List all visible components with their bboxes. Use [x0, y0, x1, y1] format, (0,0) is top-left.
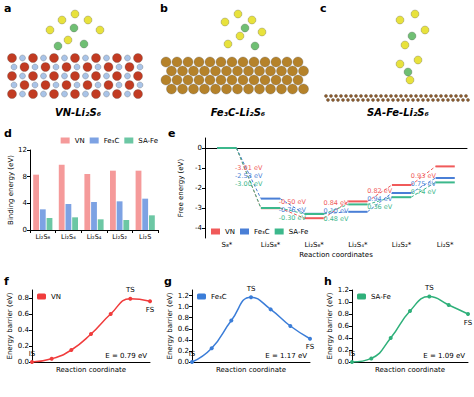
svg-text:SA-Fe: SA-Fe [289, 228, 309, 236]
svg-text:Fe₃C: Fe₃C [104, 137, 120, 145]
svg-text:Li₂S₆*: Li₂S₆* [304, 241, 324, 249]
svg-text:Fe₃C: Fe₃C [254, 228, 270, 236]
svg-text:0.6: 0.6 [178, 325, 190, 333]
svg-text:0.10 eV: 0.10 eV [324, 207, 350, 215]
svg-text:Li₂S₈: Li₂S₈ [35, 233, 50, 241]
svg-text:1.2: 1.2 [338, 286, 349, 294]
svg-text:FS: FS [464, 319, 473, 327]
svg-text:0.8: 0.8 [178, 314, 189, 322]
svg-text:0.2: 0.2 [18, 342, 29, 350]
svg-text:Li₂S₄: Li₂S₄ [87, 233, 102, 241]
svg-text:IS: IS [349, 350, 356, 358]
svg-text:0.82 eV: 0.82 eV [367, 187, 393, 195]
svg-text:VN: VN [225, 228, 235, 236]
svg-text:0.74 eV: 0.74 eV [411, 188, 437, 196]
svg-text:Energy barrier (eV): Energy barrier (eV) [6, 292, 14, 359]
svg-text:-0.76 eV: -0.76 eV [279, 206, 307, 214]
svg-text:0.84 eV: 0.84 eV [324, 199, 350, 207]
svg-text:0: 0 [23, 226, 27, 234]
svg-text:TS: TS [246, 285, 256, 293]
svg-text:Li₂S₄*: Li₂S₄* [348, 241, 368, 249]
svg-text:Free energy (eV): Free energy (eV) [177, 159, 185, 218]
svg-text:E = 1.09 eV: E = 1.09 eV [423, 352, 465, 360]
svg-text:12: 12 [18, 146, 27, 154]
svg-text:Binding energy (eV): Binding energy (eV) [7, 155, 15, 225]
svg-text:FS: FS [146, 306, 155, 314]
svg-text:h: h [324, 275, 332, 288]
svg-text:0.75 eV: 0.75 eV [411, 180, 437, 188]
svg-text:Li₂S₈*: Li₂S₈* [261, 241, 281, 249]
svg-text:FS: FS [306, 343, 315, 351]
svg-text:S₈*: S₈* [221, 241, 232, 249]
svg-text:IS: IS [29, 350, 36, 358]
svg-text:-0.30 eV: -0.30 eV [279, 214, 307, 222]
svg-text:Reaction coordinate: Reaction coordinate [375, 366, 445, 374]
svg-text:c: c [320, 2, 327, 15]
svg-text:0.4: 0.4 [18, 326, 30, 334]
svg-text:-3.00 eV: -3.00 eV [235, 180, 263, 188]
svg-text:1.2: 1.2 [178, 292, 189, 300]
svg-text:SA-Fe-Li₂S₆: SA-Fe-Li₂S₆ [367, 107, 429, 118]
svg-text:Fe₃C-Li₂S₆: Fe₃C-Li₂S₆ [211, 107, 266, 118]
svg-text:-3: -3 [195, 204, 202, 212]
svg-text:-2: -2 [195, 184, 202, 192]
svg-text:0.6: 0.6 [18, 310, 30, 318]
svg-text:0.4: 0.4 [338, 334, 350, 342]
svg-text:0.4: 0.4 [178, 336, 190, 344]
svg-text:VN: VN [51, 293, 61, 301]
svg-text:0.94 eV: 0.94 eV [367, 195, 393, 203]
svg-text:d: d [4, 127, 12, 140]
svg-text:Li₂S₂*: Li₂S₂* [392, 241, 412, 249]
svg-text:-2.53 eV: -2.53 eV [235, 172, 263, 180]
svg-text:b: b [160, 2, 168, 15]
svg-text:E = 1.17 eV: E = 1.17 eV [265, 352, 307, 360]
svg-text:f: f [4, 275, 9, 288]
svg-text:0.6: 0.6 [338, 322, 350, 330]
svg-text:0.2: 0.2 [178, 347, 189, 355]
svg-text:Energy barrier (eV): Energy barrier (eV) [326, 292, 334, 359]
svg-text:Reaction coordinate: Reaction coordinate [216, 366, 286, 374]
svg-text:TS: TS [125, 286, 135, 294]
svg-text:-1: -1 [195, 164, 202, 172]
svg-text:0.0: 0.0 [18, 358, 29, 366]
svg-text:0: 0 [198, 144, 202, 152]
svg-text:VN: VN [75, 137, 85, 145]
svg-text:g: g [164, 275, 172, 288]
svg-text:Reaction coordinates: Reaction coordinates [299, 251, 373, 259]
svg-text:SA-Fe: SA-Fe [138, 137, 158, 145]
svg-text:Li₂S: Li₂S [139, 233, 151, 241]
svg-text:0.0: 0.0 [178, 358, 189, 366]
svg-text:0.8: 0.8 [18, 294, 29, 302]
svg-text:Li₂S*: Li₂S* [437, 241, 454, 249]
svg-text:E = 0.79 eV: E = 0.79 eV [105, 352, 147, 360]
svg-text:Li₂S₂: Li₂S₂ [112, 233, 127, 241]
svg-text:-3.01 eV: -3.01 eV [235, 164, 263, 172]
svg-text:Energy barrier (eV): Energy barrier (eV) [166, 292, 174, 359]
svg-text:a: a [4, 2, 11, 15]
svg-text:0.48 eV: 0.48 eV [324, 215, 350, 223]
svg-text:4: 4 [23, 199, 28, 207]
svg-text:Li₂S₆: Li₂S₆ [61, 233, 76, 241]
svg-text:8: 8 [23, 173, 27, 181]
svg-text:Reaction coordinate: Reaction coordinate [56, 366, 126, 374]
svg-text:VN-Li₂S₆: VN-Li₂S₆ [55, 107, 102, 118]
svg-text:Fe₃C: Fe₃C [211, 293, 227, 301]
svg-text:e: e [168, 127, 175, 140]
svg-text:0.2: 0.2 [338, 346, 349, 354]
svg-text:1.0: 1.0 [338, 298, 349, 306]
svg-text:0.93 eV: 0.93 eV [411, 172, 437, 180]
svg-text:-4: -4 [195, 224, 203, 232]
svg-text:SA-Fe: SA-Fe [371, 293, 391, 301]
svg-text:-0.50 eV: -0.50 eV [279, 198, 307, 206]
svg-text:TS: TS [424, 284, 434, 292]
svg-text:IS: IS [189, 350, 196, 358]
svg-text:0.0: 0.0 [338, 358, 349, 366]
svg-text:0.36 eV: 0.36 eV [367, 203, 393, 211]
svg-text:0.8: 0.8 [338, 310, 349, 318]
svg-text:1.0: 1.0 [178, 303, 189, 311]
